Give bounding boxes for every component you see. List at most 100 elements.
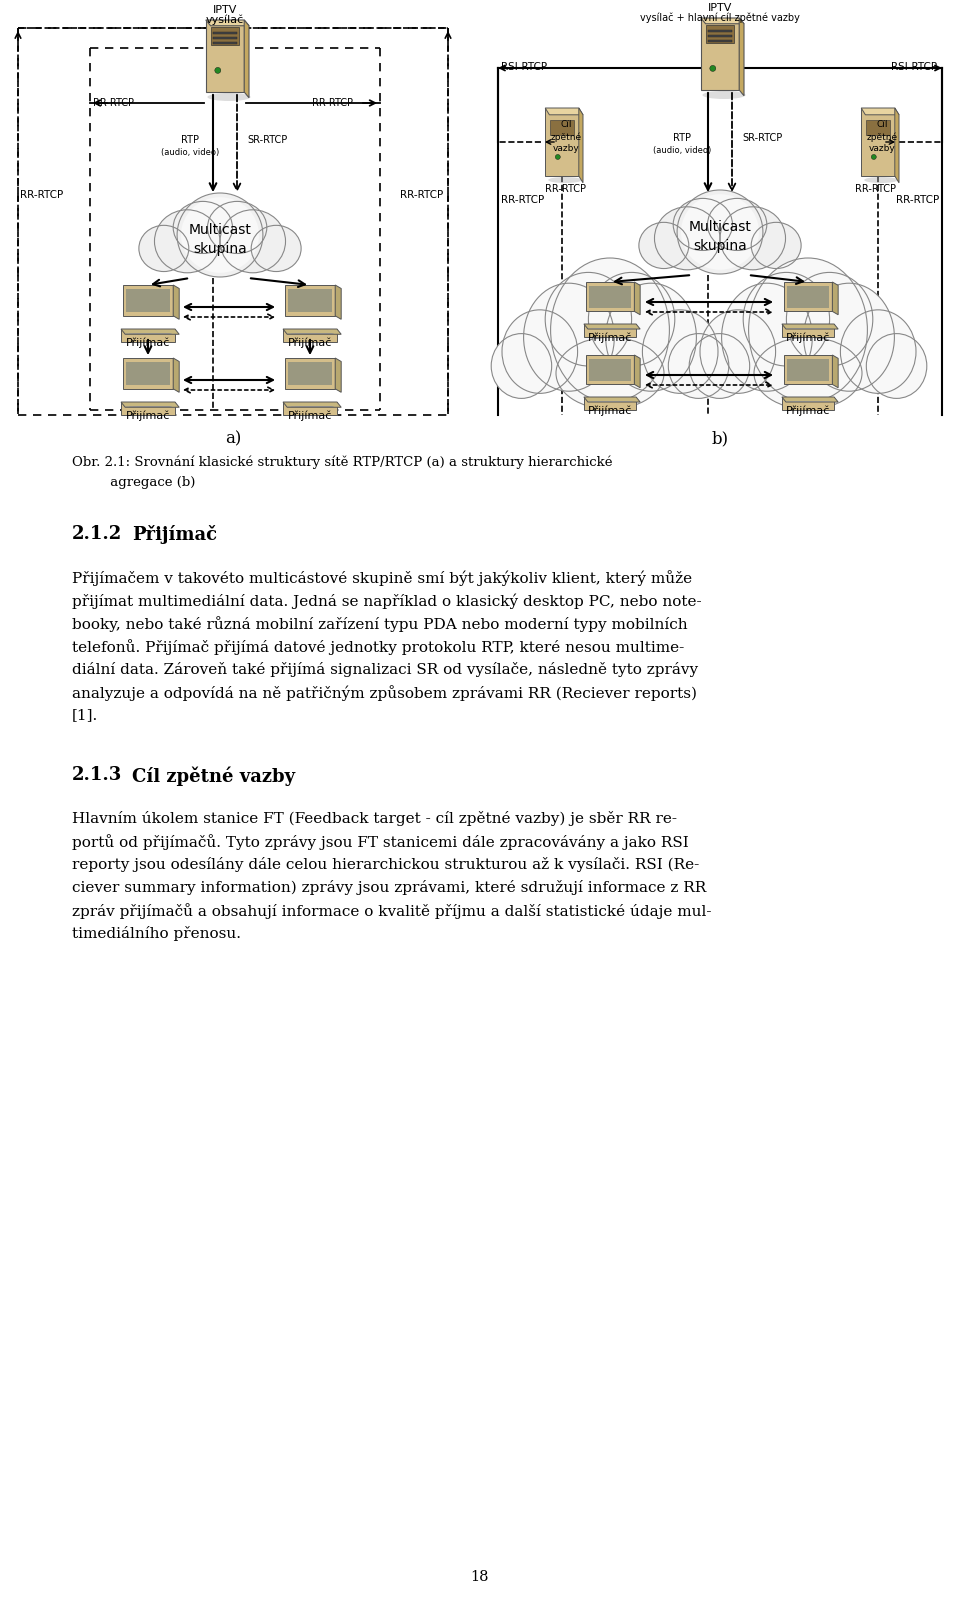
Text: 2.1.3: 2.1.3 — [72, 765, 122, 784]
Text: zpětné: zpětné — [550, 131, 582, 141]
FancyBboxPatch shape — [213, 37, 237, 40]
Text: Přijímač: Přijímač — [126, 410, 170, 421]
FancyBboxPatch shape — [586, 355, 635, 384]
Polygon shape — [335, 285, 341, 319]
Text: Přijímač: Přijímač — [786, 331, 830, 343]
Text: booky, nebo také různá mobilní zařízení typu PDA nebo moderní typy mobilních: booky, nebo také různá mobilní zařízení … — [72, 616, 687, 632]
Ellipse shape — [593, 325, 636, 333]
FancyBboxPatch shape — [283, 328, 337, 343]
FancyBboxPatch shape — [545, 107, 579, 176]
Polygon shape — [861, 107, 899, 115]
Polygon shape — [584, 397, 640, 402]
Ellipse shape — [220, 210, 285, 272]
FancyBboxPatch shape — [783, 282, 832, 312]
Ellipse shape — [502, 311, 578, 394]
Polygon shape — [121, 328, 180, 335]
Ellipse shape — [252, 226, 301, 272]
Ellipse shape — [754, 266, 862, 395]
Ellipse shape — [181, 197, 259, 272]
FancyBboxPatch shape — [205, 19, 244, 91]
Text: (audio, video): (audio, video) — [653, 146, 711, 155]
FancyBboxPatch shape — [866, 120, 890, 134]
Text: reporty jsou odesílány dále celou hierarchickou strukturou až k vysílači. RSI (R: reporty jsou odesílány dále celou hierar… — [72, 857, 699, 873]
Text: Přijímač: Přijímač — [786, 405, 830, 416]
Text: Multicast: Multicast — [688, 219, 752, 234]
Ellipse shape — [177, 194, 263, 277]
FancyBboxPatch shape — [285, 359, 335, 389]
Polygon shape — [335, 359, 341, 392]
Text: telefonů. Přijímač přijímá datové jednotky protokolu RTP, které nesou multime-: telefonů. Přijímač přijímá datové jednot… — [72, 639, 684, 655]
Ellipse shape — [606, 283, 696, 391]
Ellipse shape — [207, 93, 251, 101]
Polygon shape — [545, 107, 583, 115]
Ellipse shape — [492, 333, 552, 399]
Text: (audio, video): (audio, video) — [161, 147, 219, 157]
Text: vazby: vazby — [553, 144, 580, 154]
Ellipse shape — [523, 283, 614, 391]
FancyBboxPatch shape — [589, 359, 631, 381]
FancyBboxPatch shape — [701, 18, 739, 90]
Polygon shape — [584, 323, 640, 330]
FancyBboxPatch shape — [550, 120, 574, 134]
Text: diální data. Zároveň také přijímá signalizaci SR od vysílače, následně tyto zprá: diální data. Zároveň také přijímá signal… — [72, 661, 698, 677]
FancyBboxPatch shape — [127, 288, 170, 312]
Text: IPTV: IPTV — [213, 5, 237, 14]
Ellipse shape — [551, 258, 669, 402]
Polygon shape — [895, 107, 899, 183]
Text: analyzuje a odpovídá na ně patřičným způsobem zprávami RR (Reciever reports): analyzuje a odpovídá na ně patřičným způ… — [72, 685, 697, 701]
Ellipse shape — [751, 223, 801, 269]
FancyBboxPatch shape — [708, 40, 732, 43]
Polygon shape — [701, 18, 744, 24]
Ellipse shape — [708, 199, 767, 250]
Text: RR-RTCP: RR-RTCP — [896, 195, 939, 205]
FancyBboxPatch shape — [708, 29, 732, 32]
Text: b): b) — [711, 431, 729, 447]
Ellipse shape — [743, 272, 829, 367]
Ellipse shape — [207, 202, 267, 253]
FancyBboxPatch shape — [121, 328, 175, 343]
Text: vysílač: vysílač — [205, 14, 244, 24]
Circle shape — [215, 67, 221, 74]
Ellipse shape — [791, 325, 835, 333]
Ellipse shape — [556, 266, 664, 395]
FancyBboxPatch shape — [210, 27, 239, 45]
Text: zpětné: zpětné — [867, 131, 898, 141]
FancyBboxPatch shape — [589, 285, 631, 307]
Polygon shape — [121, 402, 180, 407]
Ellipse shape — [722, 283, 812, 391]
FancyBboxPatch shape — [213, 42, 237, 45]
Text: Přijímač: Přijímač — [588, 331, 633, 343]
FancyBboxPatch shape — [861, 107, 895, 176]
Ellipse shape — [677, 191, 763, 274]
Text: RTP: RTP — [181, 134, 199, 146]
FancyBboxPatch shape — [123, 359, 173, 389]
FancyBboxPatch shape — [584, 323, 636, 336]
Ellipse shape — [804, 283, 895, 391]
FancyBboxPatch shape — [123, 285, 173, 315]
Text: Cíl: Cíl — [561, 120, 572, 130]
Polygon shape — [579, 107, 583, 183]
FancyBboxPatch shape — [787, 285, 828, 307]
Text: SR-RTCP: SR-RTCP — [742, 133, 782, 142]
FancyBboxPatch shape — [127, 362, 170, 386]
Ellipse shape — [720, 207, 785, 271]
Polygon shape — [205, 19, 249, 26]
Text: RSI-RTCP: RSI-RTCP — [501, 62, 547, 72]
Text: 2.1.2: 2.1.2 — [72, 525, 122, 543]
Text: IPTV: IPTV — [708, 3, 732, 13]
FancyBboxPatch shape — [584, 397, 636, 410]
Ellipse shape — [139, 226, 189, 272]
Text: Přijímač: Přijímač — [288, 410, 332, 421]
Ellipse shape — [639, 223, 689, 269]
Ellipse shape — [293, 403, 338, 410]
Ellipse shape — [786, 272, 873, 367]
Polygon shape — [635, 355, 640, 387]
Ellipse shape — [866, 333, 926, 399]
FancyBboxPatch shape — [288, 288, 331, 312]
FancyBboxPatch shape — [706, 26, 734, 43]
Ellipse shape — [689, 333, 750, 399]
Ellipse shape — [791, 399, 835, 405]
Text: 18: 18 — [470, 1571, 490, 1583]
Text: přijímat multimediální data. Jedná se například o klasický desktop PC, nebo note: přijímat multimediální data. Jedná se na… — [72, 592, 702, 608]
Ellipse shape — [749, 258, 868, 402]
